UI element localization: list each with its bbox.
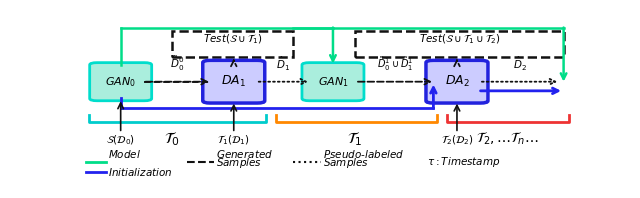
- Text: $DA_2$: $DA_2$: [445, 74, 469, 89]
- Text: $GAN_1$: $GAN_1$: [317, 75, 348, 89]
- Text: $Test(\mathcal{S}\cup\mathcal{T}_1)$: $Test(\mathcal{S}\cup\mathcal{T}_1)$: [203, 32, 262, 46]
- Text: $\mathcal{T}_1$: $\mathcal{T}_1$: [348, 130, 363, 148]
- FancyBboxPatch shape: [426, 60, 488, 103]
- Text: $\mathcal{T}_0$: $\mathcal{T}_0$: [164, 130, 180, 148]
- Text: $\it{Pseudo}$-$\it{labeled}$: $\it{Pseudo}$-$\it{labeled}$: [323, 148, 404, 160]
- Text: $\mathcal{T}_2,\ldots\mathcal{T}_n\ldots$: $\mathcal{T}_2,\ldots\mathcal{T}_n\ldots…: [476, 131, 539, 147]
- Text: $\mathcal{T}_1(\mathcal{D}_1)$: $\mathcal{T}_1(\mathcal{D}_1)$: [218, 133, 250, 147]
- Text: $\it{Generated}$: $\it{Generated}$: [216, 148, 273, 160]
- Text: $\tilde{D}_0^1\cup\tilde{D}_1^1$: $\tilde{D}_0^1\cup\tilde{D}_1^1$: [377, 55, 413, 72]
- Text: $\hat{D}_2$: $\hat{D}_2$: [513, 54, 527, 72]
- Text: $\it{Initialization}$: $\it{Initialization}$: [108, 166, 173, 178]
- Text: $\tilde{D}_0^0$: $\tilde{D}_0^0$: [170, 54, 184, 72]
- Text: $DA_1$: $DA_1$: [221, 74, 246, 89]
- Text: $\hat{D}_1$: $\hat{D}_1$: [276, 54, 291, 72]
- Text: $Test(\mathcal{S}\cup\mathcal{T}_1\cup\mathcal{T}_2)$: $Test(\mathcal{S}\cup\mathcal{T}_1\cup\m…: [419, 32, 500, 46]
- Text: $\it{Model}$: $\it{Model}$: [108, 148, 141, 160]
- Text: $GAN_0$: $GAN_0$: [105, 75, 136, 89]
- Text: $\it{Samples}$: $\it{Samples}$: [323, 156, 369, 170]
- Text: $\mathcal{S}(\mathcal{D}_0)$: $\mathcal{S}(\mathcal{D}_0)$: [106, 133, 135, 147]
- FancyBboxPatch shape: [203, 60, 265, 103]
- Text: $\it{Samples}$: $\it{Samples}$: [216, 156, 262, 170]
- FancyBboxPatch shape: [302, 63, 364, 101]
- Text: $\mathcal{T}_2(\mathcal{D}_2)$: $\mathcal{T}_2(\mathcal{D}_2)$: [440, 133, 474, 147]
- FancyBboxPatch shape: [90, 63, 152, 101]
- Text: $\tau\it{:Timestamp}$: $\tau\it{:Timestamp}$: [428, 155, 500, 169]
